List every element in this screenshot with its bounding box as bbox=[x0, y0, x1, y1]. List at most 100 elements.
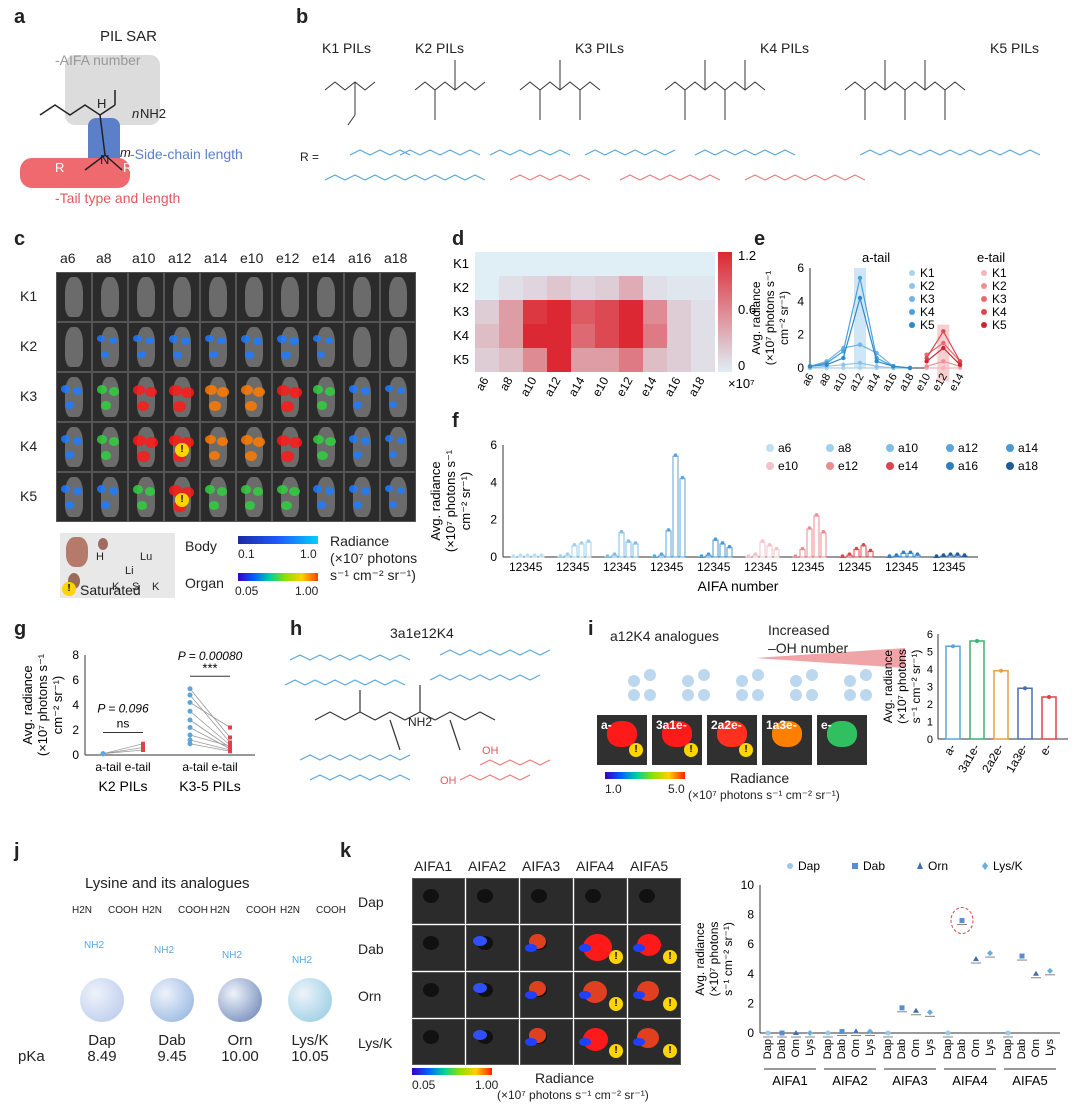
panel-b-label: b bbox=[296, 6, 309, 28]
k-sub-tick: Orn bbox=[790, 1039, 802, 1057]
mouse-image bbox=[236, 372, 272, 422]
organ-s: S bbox=[132, 581, 140, 593]
signal-blob bbox=[281, 451, 294, 462]
panel-e-label: e bbox=[754, 228, 766, 250]
i-saturated-marker: ! bbox=[684, 743, 698, 757]
heatmap-row-label: K3 bbox=[453, 304, 469, 319]
i-image-label-0: a- bbox=[601, 718, 612, 732]
signal-blob bbox=[277, 485, 288, 495]
heatmap-col-label: e12 bbox=[613, 374, 635, 399]
g-ytick: 4 bbox=[72, 698, 79, 712]
f-group-tick: 12345 bbox=[556, 560, 590, 574]
k-legend-marker bbox=[917, 862, 923, 869]
mouse-image bbox=[236, 322, 272, 372]
signal-blob bbox=[385, 435, 394, 443]
mouse-body bbox=[317, 377, 335, 417]
heatmap-scale-unit: ×10⁷ bbox=[728, 376, 755, 391]
mouse-body bbox=[209, 477, 227, 517]
f-legend-marker bbox=[946, 444, 954, 452]
f-bar bbox=[820, 532, 827, 558]
c-col-a8: a8 bbox=[96, 250, 112, 266]
j-h2n-0: H2N bbox=[72, 905, 93, 916]
k-signal-cool bbox=[525, 944, 537, 952]
j-sphere-Dab bbox=[150, 978, 194, 1022]
f-legend-label: a14 bbox=[1018, 441, 1038, 455]
k-sub-tick: Orn bbox=[910, 1039, 922, 1057]
f-ytick: 2 bbox=[490, 513, 497, 527]
i-scale-min: 1.0 bbox=[605, 782, 622, 796]
heatmap-cell bbox=[619, 324, 643, 348]
body-max: 1.0 bbox=[300, 547, 317, 561]
heatmap-scale-tick: 0 bbox=[738, 358, 745, 373]
g-pair-line bbox=[189, 719, 231, 748]
f-bar bbox=[759, 541, 766, 558]
i-bead bbox=[628, 675, 640, 687]
k-point-dap bbox=[945, 1030, 951, 1036]
k-point-dab bbox=[899, 1005, 905, 1011]
i-bead bbox=[736, 675, 748, 687]
mouse-image bbox=[200, 272, 236, 322]
heatmap-cell bbox=[499, 324, 523, 348]
e-xtick: e14 bbox=[947, 372, 967, 394]
signal-blob bbox=[325, 387, 336, 396]
k-mouse-image bbox=[520, 1019, 573, 1065]
signal-blob bbox=[97, 385, 107, 394]
j-pka-Lys/K: 10.05 bbox=[291, 1048, 329, 1065]
f-ytick: 0 bbox=[490, 550, 497, 564]
heatmap-cell bbox=[547, 252, 571, 276]
f-bar bbox=[726, 547, 733, 558]
signal-blob bbox=[241, 485, 251, 494]
f-bar-point bbox=[948, 552, 953, 556]
i-bead bbox=[644, 669, 656, 681]
heatmap-cell bbox=[691, 252, 715, 276]
c-col-a10: a10 bbox=[132, 250, 156, 266]
c-row-K3: K3 bbox=[20, 388, 38, 404]
i-gradient-wedge bbox=[605, 648, 905, 668]
mouse-image bbox=[128, 272, 164, 322]
f-bar-point bbox=[659, 552, 664, 556]
heatmap-cell bbox=[475, 348, 499, 372]
i-image-label-4: e- bbox=[821, 718, 832, 732]
signal-blob bbox=[109, 487, 119, 495]
k-signal-cool bbox=[525, 991, 537, 999]
aifa-highlight bbox=[65, 55, 160, 125]
e-xtick: a18 bbox=[897, 372, 917, 394]
g-stars: *** bbox=[202, 661, 217, 676]
k-mouse-image bbox=[520, 925, 573, 971]
panel-k-label: k bbox=[340, 840, 352, 862]
f-bar bbox=[578, 543, 585, 558]
signal-blob bbox=[65, 451, 75, 459]
j-cooh-1: COOH bbox=[178, 905, 208, 916]
i-ytick: 4 bbox=[927, 664, 933, 676]
k-organ bbox=[531, 889, 547, 903]
f-bar-point bbox=[887, 554, 892, 558]
f-bar-point bbox=[908, 550, 913, 555]
signal-blob bbox=[101, 351, 110, 359]
signal-blob bbox=[349, 435, 358, 443]
k-ytick: 0 bbox=[747, 1026, 754, 1040]
e-point bbox=[941, 359, 946, 364]
k-saturated-marker: ! bbox=[663, 950, 677, 964]
signal-blob bbox=[137, 501, 148, 510]
mouse-image bbox=[380, 422, 416, 472]
i-mouse-image: ! bbox=[597, 715, 647, 765]
i-image-label-1: 3a1e- bbox=[656, 718, 687, 732]
signal-blob bbox=[361, 387, 370, 395]
signal-blob bbox=[133, 485, 144, 494]
pil-sar-structure bbox=[39, 90, 123, 171]
organ-label: Organ bbox=[185, 575, 224, 591]
mouse-image bbox=[164, 322, 200, 372]
mouse-image bbox=[344, 372, 380, 422]
g-point-a bbox=[187, 737, 193, 743]
k-legend-marker bbox=[982, 862, 988, 870]
pil-label-k1: K1 PILs bbox=[322, 40, 372, 56]
heatmap-row-label: K1 bbox=[453, 256, 469, 271]
organ-heart-shape bbox=[98, 538, 108, 550]
j-name-Dap: Dap bbox=[88, 1032, 116, 1049]
heatmap-col-label: a12 bbox=[541, 374, 563, 399]
f-group-tick: 12345 bbox=[885, 560, 919, 574]
k-organ bbox=[585, 889, 601, 903]
e-ylabel2: (×10⁷ photons s⁻¹ bbox=[763, 271, 777, 365]
signal-blob bbox=[241, 335, 250, 343]
r-right: R bbox=[123, 160, 133, 175]
